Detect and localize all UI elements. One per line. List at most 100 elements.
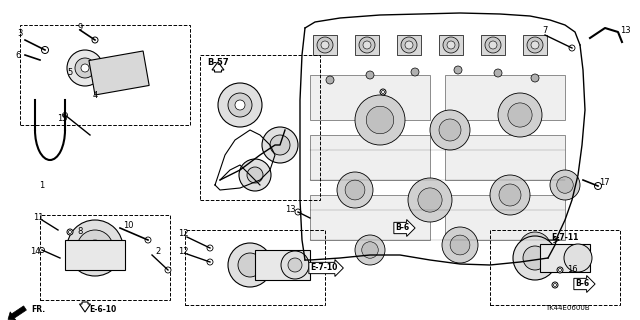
- Bar: [445, 195, 565, 240]
- Circle shape: [408, 178, 452, 222]
- Text: E-7-11: E-7-11: [551, 233, 579, 242]
- Text: 13: 13: [285, 205, 295, 214]
- Circle shape: [595, 182, 602, 189]
- Text: 7: 7: [542, 26, 548, 35]
- Text: 14: 14: [29, 247, 40, 257]
- Text: 8: 8: [77, 228, 83, 236]
- Bar: [310, 75, 430, 120]
- Text: B-6: B-6: [575, 279, 589, 289]
- Text: FR.: FR.: [31, 306, 45, 315]
- Circle shape: [526, 239, 544, 257]
- Bar: [310, 135, 430, 180]
- Text: 1: 1: [40, 180, 45, 189]
- Circle shape: [494, 69, 502, 77]
- Circle shape: [513, 236, 557, 280]
- Circle shape: [550, 170, 580, 200]
- Circle shape: [207, 259, 213, 265]
- Circle shape: [238, 253, 262, 277]
- Circle shape: [523, 246, 547, 270]
- Bar: [313, 35, 337, 55]
- Circle shape: [247, 167, 263, 183]
- Circle shape: [559, 268, 561, 271]
- Circle shape: [165, 267, 171, 273]
- Circle shape: [67, 220, 123, 276]
- Text: 16: 16: [566, 266, 577, 275]
- FancyArrow shape: [79, 302, 90, 312]
- Circle shape: [77, 230, 113, 266]
- Bar: [65, 240, 125, 270]
- Text: TK44E0600B: TK44E0600B: [545, 305, 590, 311]
- Circle shape: [228, 93, 252, 117]
- Text: 11: 11: [33, 212, 44, 221]
- Bar: [439, 35, 463, 55]
- Circle shape: [499, 184, 521, 206]
- Circle shape: [67, 229, 73, 235]
- Text: 2: 2: [156, 247, 161, 257]
- Text: 17: 17: [598, 178, 609, 187]
- Circle shape: [345, 180, 365, 200]
- Circle shape: [295, 209, 301, 215]
- Circle shape: [359, 37, 375, 53]
- Circle shape: [418, 188, 442, 212]
- Text: 15: 15: [57, 114, 67, 123]
- Circle shape: [288, 258, 302, 272]
- Text: 12: 12: [178, 229, 188, 238]
- Circle shape: [262, 127, 298, 163]
- Circle shape: [63, 113, 67, 117]
- Circle shape: [554, 284, 557, 286]
- Circle shape: [81, 64, 89, 72]
- Circle shape: [326, 76, 334, 84]
- Circle shape: [490, 175, 530, 215]
- Text: B-6: B-6: [395, 223, 409, 233]
- Circle shape: [218, 83, 262, 127]
- Text: 6: 6: [15, 51, 20, 60]
- Bar: [255, 250, 310, 280]
- Circle shape: [228, 243, 272, 287]
- Circle shape: [450, 235, 470, 255]
- Circle shape: [401, 37, 417, 53]
- Text: B-57: B-57: [207, 58, 229, 67]
- Circle shape: [569, 45, 575, 51]
- Bar: [540, 244, 590, 272]
- Circle shape: [443, 37, 459, 53]
- Circle shape: [270, 135, 290, 155]
- Circle shape: [42, 46, 49, 53]
- Bar: [355, 35, 379, 55]
- Circle shape: [92, 37, 98, 43]
- Text: 9: 9: [77, 22, 83, 31]
- Circle shape: [75, 58, 95, 78]
- Circle shape: [531, 41, 539, 49]
- Circle shape: [235, 100, 245, 110]
- Circle shape: [519, 232, 551, 264]
- Bar: [523, 35, 547, 55]
- Bar: [89, 51, 149, 95]
- Circle shape: [430, 110, 470, 150]
- Circle shape: [454, 66, 462, 74]
- Circle shape: [321, 41, 329, 49]
- Circle shape: [366, 106, 394, 134]
- Bar: [445, 135, 565, 180]
- Circle shape: [40, 247, 45, 252]
- Bar: [481, 35, 505, 55]
- Text: 10: 10: [123, 220, 133, 229]
- Circle shape: [87, 240, 103, 256]
- Circle shape: [355, 235, 385, 265]
- Circle shape: [145, 237, 151, 243]
- Circle shape: [564, 244, 592, 272]
- FancyArrow shape: [8, 306, 26, 320]
- Circle shape: [207, 245, 213, 251]
- Circle shape: [531, 74, 539, 82]
- Circle shape: [552, 282, 558, 288]
- Bar: [310, 195, 430, 240]
- Text: 5: 5: [67, 68, 72, 76]
- Circle shape: [447, 41, 455, 49]
- Circle shape: [381, 91, 385, 93]
- Circle shape: [68, 230, 72, 234]
- Circle shape: [557, 267, 563, 273]
- Text: 3: 3: [17, 28, 22, 37]
- Circle shape: [508, 103, 532, 127]
- Circle shape: [337, 172, 373, 208]
- Circle shape: [239, 159, 271, 191]
- Circle shape: [67, 50, 103, 86]
- Text: 12: 12: [178, 247, 188, 257]
